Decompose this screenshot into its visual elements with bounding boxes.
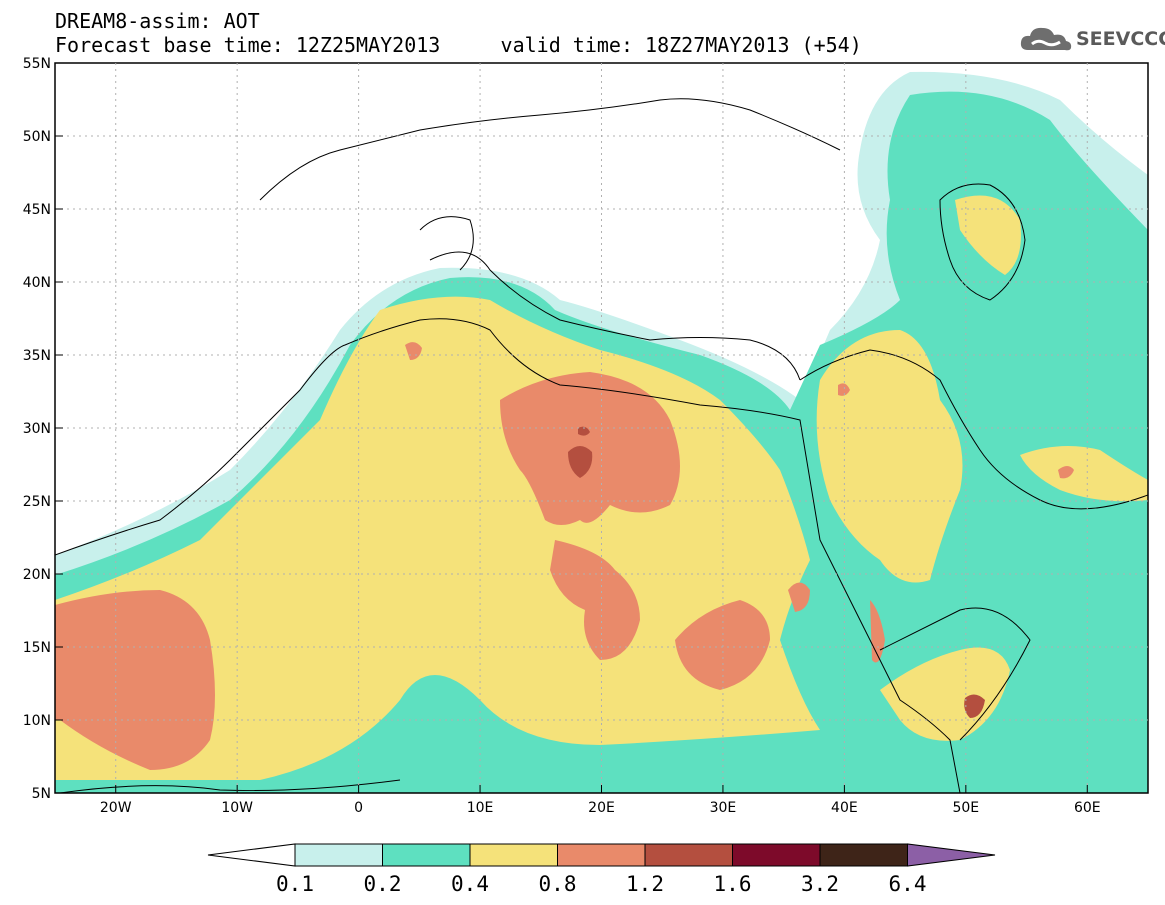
colorbar-under-arrow bbox=[207, 843, 296, 867]
colorbar-label: 0.1 bbox=[276, 872, 314, 896]
lon-tick-label: 20E bbox=[588, 800, 615, 816]
colorbar-label: 0.2 bbox=[363, 872, 402, 896]
lat-tick-label: 20N bbox=[23, 567, 51, 583]
lat-tick-label: 50N bbox=[23, 129, 51, 145]
lon-tick-label: 50E bbox=[952, 800, 979, 816]
colorbar-box bbox=[557, 843, 646, 867]
lon-tick-label: 60E bbox=[1074, 800, 1101, 816]
colorbar-box bbox=[469, 843, 558, 867]
colorbar-box bbox=[732, 843, 821, 867]
colorbar-label: 3.2 bbox=[801, 872, 839, 896]
axes: 20W 10W 0 10E 20E 30E 40E 50E 60E 55N 50N 45N 40N 35N… bbox=[23, 56, 1148, 816]
colorbar-label: 0.4 bbox=[451, 872, 489, 896]
colorbar-over-arrow bbox=[907, 843, 996, 867]
colorbar bbox=[207, 843, 996, 867]
valid-time: valid time: 18Z27MAY2013 (+54) bbox=[500, 33, 862, 57]
lon-tick-label: 10W bbox=[221, 800, 253, 816]
chart-subtitle: Forecast base time: 12Z25MAY2013 valid t… bbox=[55, 34, 862, 56]
cloud-icon bbox=[1020, 27, 1072, 51]
colorbar-box bbox=[644, 843, 733, 867]
lat-tick-label: 45N bbox=[23, 202, 51, 218]
lon-tick-label: 20W bbox=[100, 800, 132, 816]
colorbar-label: 1.6 bbox=[713, 872, 752, 896]
lat-tick-label: 15N bbox=[23, 640, 51, 656]
aot-fields bbox=[55, 71, 1148, 793]
lat-tick-label: 40N bbox=[23, 275, 51, 291]
logo-text: SEEVCCC bbox=[1076, 28, 1165, 50]
lat-tick-label: 5N bbox=[32, 786, 51, 802]
colorbar-label: 6.4 bbox=[888, 872, 927, 896]
coastlines bbox=[55, 98, 1148, 793]
lon-tick-label: 40E bbox=[831, 800, 858, 816]
lat-tick-label: 25N bbox=[23, 494, 51, 510]
base-time: Forecast base time: 12Z25MAY2013 bbox=[55, 33, 441, 57]
colorbar-label: 1.2 bbox=[626, 872, 664, 896]
lon-tick-label: 30E bbox=[710, 800, 737, 816]
lon-tick-label: 0 bbox=[354, 800, 363, 816]
colorbar-box bbox=[819, 843, 908, 867]
lat-tick-label: 30N bbox=[23, 421, 51, 437]
lat-tick-label: 35N bbox=[23, 348, 51, 364]
colorbar-box bbox=[294, 843, 383, 867]
seevccc-logo: SEEVCCC bbox=[1018, 22, 1165, 56]
colorbar-box bbox=[382, 843, 471, 867]
aot-band-1-2 bbox=[568, 426, 985, 718]
lon-tick-label: 10E bbox=[467, 800, 494, 816]
chart-title: DREAM8-assim: AOT bbox=[55, 9, 260, 33]
colorbar-label: 0.8 bbox=[538, 872, 577, 896]
lat-tick-label: 55N bbox=[23, 56, 51, 72]
lat-tick-label: 10N bbox=[23, 713, 51, 729]
